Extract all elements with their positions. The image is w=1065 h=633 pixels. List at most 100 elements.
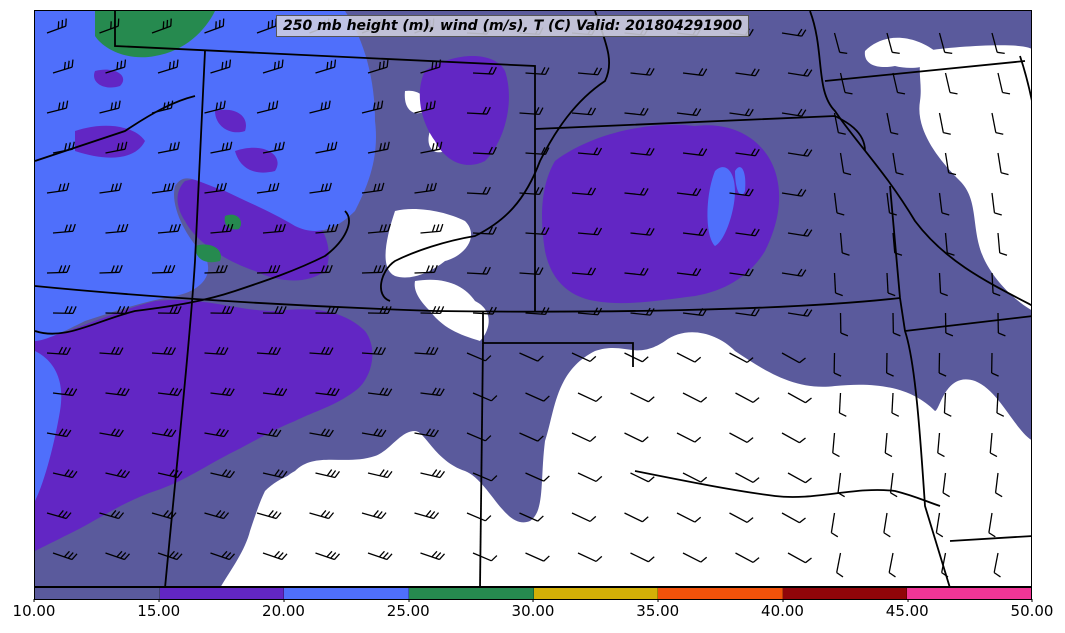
river-red (634, 470, 941, 507)
map-panel (34, 10, 1032, 587)
wind-barb (892, 232, 903, 256)
state-line-ne-ia (809, 11, 1031, 306)
wind-barb (888, 552, 896, 578)
wind-barb (729, 352, 754, 363)
wind-barb (892, 152, 904, 176)
wind-barb (735, 392, 760, 403)
wind-barb (837, 472, 845, 498)
wind-barb (624, 187, 649, 196)
wind-barb (571, 107, 597, 116)
wind-barb (420, 387, 445, 397)
wind-barb (729, 512, 754, 523)
wind-barb (839, 312, 849, 337)
wind-band-15-20 (35, 299, 373, 551)
wind-barb (997, 152, 1009, 176)
wind-barb (361, 509, 387, 520)
wind-barb (262, 550, 288, 561)
wind-barb (157, 550, 183, 561)
wind-barb (99, 182, 122, 194)
wind-barb (99, 428, 124, 438)
wind-barb (787, 472, 812, 484)
wind-barb (157, 59, 179, 74)
colorbar-segment (35, 588, 160, 599)
wind-barb (996, 392, 1005, 417)
calm-region-northeast (864, 37, 936, 68)
wind-band-15-20-north (419, 56, 509, 165)
wind-barb (99, 100, 121, 114)
wind-barb (466, 352, 492, 362)
wind-barb (157, 469, 183, 479)
wind-barb (52, 223, 76, 234)
wind-band-20-25-inner (707, 167, 746, 246)
wind-barb (624, 512, 649, 523)
wind-barb (262, 223, 286, 234)
colorbar-segment (782, 588, 908, 599)
wind-barb (309, 100, 331, 114)
wind-barb (577, 472, 603, 483)
wind-barb (886, 192, 897, 216)
wind-barb (420, 141, 443, 154)
wind-barb (210, 387, 235, 397)
wind-barb (256, 182, 280, 194)
wind-barb (315, 550, 341, 561)
wind-barb (676, 188, 702, 197)
wind-barb (309, 264, 333, 274)
wind-barb (630, 227, 655, 236)
wind-barb (624, 107, 649, 116)
wind-barb (414, 100, 436, 114)
wind-barb (938, 192, 950, 216)
wind-barb (99, 509, 125, 520)
state-line-ks-ok (482, 311, 634, 367)
wind-barb (886, 272, 896, 297)
wind-barb (787, 68, 813, 77)
colorbar-segment (533, 588, 659, 599)
wind-barb (935, 512, 944, 538)
colorbar-segment (284, 588, 409, 599)
river-platte (35, 210, 350, 335)
state-boundaries (35, 11, 1031, 586)
wind-band-25-30 (95, 11, 242, 263)
wind-barb (833, 352, 842, 377)
wind-barb (624, 352, 649, 363)
state-line-ia-mo (824, 60, 1026, 82)
wind-barb (367, 550, 393, 561)
wind-barb (781, 432, 806, 444)
wind-barb (105, 305, 130, 314)
wind-barb (787, 148, 813, 157)
wind-barb (262, 469, 288, 479)
wind-barb (151, 428, 177, 438)
wind-barb (676, 108, 702, 117)
wind-barb (938, 352, 947, 377)
wind-barb (262, 387, 288, 397)
wind-barb (210, 141, 233, 154)
wind-barb (46, 18, 67, 34)
wind-barb (839, 72, 853, 95)
wind-barb (833, 272, 843, 297)
calm-region-central (385, 209, 472, 278)
wind-barb (420, 59, 442, 74)
wind-barb (52, 387, 78, 397)
wind-barb (99, 18, 120, 34)
wind-barb (157, 387, 183, 397)
wind-barb (46, 264, 71, 274)
wind-barb (991, 192, 1002, 216)
wind-barb (886, 32, 900, 55)
wind-barb (997, 312, 1006, 337)
wind-barb (991, 272, 1001, 297)
wind-barb (577, 147, 603, 156)
wind-barb (256, 509, 282, 520)
wind-barb (577, 67, 603, 76)
wind-barb (682, 308, 708, 317)
state-line-tx-ok (479, 342, 484, 586)
wind-barb (729, 432, 754, 443)
wind-barb (781, 268, 807, 277)
wind-barb (367, 141, 390, 154)
wind-barb (571, 187, 597, 196)
wind-barb (787, 308, 813, 317)
wind-barb (891, 392, 900, 417)
wind-barb (204, 100, 226, 114)
colorbar-tick-label: 35.00 (636, 599, 680, 620)
wind-barb (833, 192, 845, 216)
wind-barb (309, 428, 334, 438)
wind-barb (519, 267, 544, 276)
